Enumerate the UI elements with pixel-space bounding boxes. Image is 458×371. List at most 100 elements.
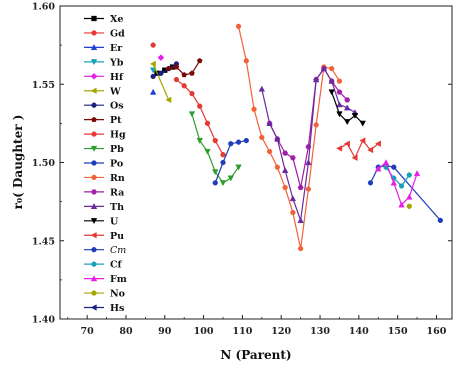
- legend-label: Os: [110, 101, 124, 112]
- data-point-po: [212, 180, 218, 186]
- series-pb: [188, 111, 242, 187]
- data-point-pt: [165, 65, 172, 71]
- legend-marker: [91, 189, 97, 195]
- data-point-u: [351, 112, 359, 119]
- data-point-rn: [243, 58, 249, 64]
- x-axis-label: N (Parent): [220, 348, 291, 362]
- legend-label: Pb: [110, 144, 124, 155]
- data-point-cm: [391, 164, 397, 170]
- y-tick-label: 1.60: [32, 2, 56, 13]
- legend-entry: W: [84, 86, 121, 97]
- data-point-th: [343, 104, 351, 111]
- data-point-ra: [297, 185, 304, 191]
- x-tick-label: 140: [349, 326, 369, 337]
- data-point-th: [297, 217, 304, 224]
- legend-label: Fm: [110, 274, 127, 285]
- data-point-cm: [367, 180, 374, 186]
- legend-entry: Hg: [84, 130, 126, 141]
- legend-label: U: [110, 216, 119, 227]
- x-tick-label: 120: [271, 326, 291, 337]
- legend-label: Rn: [110, 173, 125, 184]
- legend-entry: Hs: [84, 303, 124, 314]
- legend-marker: [90, 44, 98, 51]
- y-axis-label: r₀( Daughter ): [11, 115, 25, 210]
- data-point-th: [274, 135, 281, 142]
- legend-entry: Po: [84, 159, 123, 170]
- data-point-th: [266, 120, 273, 127]
- data-point-th: [289, 195, 297, 202]
- legend-label: Xe: [110, 14, 123, 25]
- data-point-hg: [173, 76, 180, 83]
- data-point-pb: [219, 180, 227, 187]
- data-point-rn: [297, 245, 304, 252]
- legend-marker: [90, 87, 97, 94]
- legend-label: Pt: [110, 115, 122, 126]
- data-point-rn: [329, 65, 335, 72]
- legend-entry: Xe: [84, 14, 123, 25]
- y-tick-label: 1.50: [32, 158, 56, 169]
- legend-marker: [90, 203, 98, 209]
- legend-entry: Gd: [84, 28, 125, 39]
- data-point-pt: [196, 57, 203, 64]
- legend-label: Hg: [110, 130, 126, 141]
- data-point-ra: [289, 155, 296, 161]
- data-point-pb: [204, 148, 211, 155]
- series-fm: [375, 159, 421, 208]
- legend-entry: Er: [84, 43, 123, 54]
- y-tick-label: 1.45: [32, 236, 55, 247]
- data-point-th: [258, 85, 266, 92]
- series-gd: [150, 42, 156, 48]
- legend-entry: Rn: [84, 173, 125, 184]
- data-point-rn: [313, 122, 319, 128]
- data-point-ra: [336, 89, 343, 95]
- data-point-cf: [406, 172, 412, 178]
- series-u: [328, 89, 366, 127]
- series-line-rn: [237, 26, 340, 249]
- data-point-pt: [181, 71, 188, 78]
- legend-marker: [90, 72, 98, 80]
- legend-label: Cm: [110, 245, 126, 256]
- series-line-w: [152, 63, 170, 101]
- data-point-pt: [173, 64, 180, 70]
- legend-marker: [90, 145, 98, 152]
- legend-entry: Pb: [84, 144, 124, 155]
- data-point-pu: [336, 145, 343, 152]
- series-pt: [165, 57, 203, 78]
- legend-marker: [90, 304, 97, 311]
- data-point-no: [406, 203, 412, 209]
- legend-marker: [91, 102, 97, 108]
- legend-entry: U: [84, 216, 119, 227]
- data-point-gd: [150, 42, 156, 48]
- series-no: [406, 203, 412, 209]
- x-tick-label: 150: [388, 326, 408, 337]
- legend-marker: [90, 275, 98, 282]
- legend-marker: [91, 116, 97, 123]
- data-point-rn: [336, 78, 343, 84]
- legend-entry: Pu: [84, 231, 124, 242]
- legend-marker: [91, 131, 97, 137]
- y-tick-label: 1.55: [32, 80, 55, 91]
- data-point-rn: [266, 148, 273, 155]
- data-point-th: [320, 65, 328, 72]
- legend-label: No: [110, 289, 125, 300]
- data-point-os: [158, 70, 164, 76]
- data-point-pu: [374, 140, 381, 147]
- legend-label: Hf: [110, 72, 124, 83]
- x-tick-label: 160: [427, 326, 447, 337]
- data-point-ra: [282, 150, 289, 156]
- legend: Xe Gd Er Yb Hf W Os Pt Hg Pb Po Rn Ra Th U Pu Cm Cf Fm No Hs: [84, 14, 127, 314]
- series-hf: [157, 54, 165, 62]
- data-point-th: [305, 159, 312, 166]
- data-point-pb: [212, 169, 219, 176]
- legend-label: Ra: [110, 187, 124, 198]
- legend-marker: [91, 174, 97, 181]
- legend-marker: [90, 232, 97, 239]
- data-point-u: [336, 111, 343, 118]
- legend-entry: Os: [84, 101, 124, 112]
- data-point-rn: [259, 134, 265, 141]
- data-point-hf: [157, 54, 165, 62]
- data-point-th: [328, 77, 335, 84]
- data-point-pu: [359, 137, 366, 144]
- data-point-th: [336, 101, 343, 108]
